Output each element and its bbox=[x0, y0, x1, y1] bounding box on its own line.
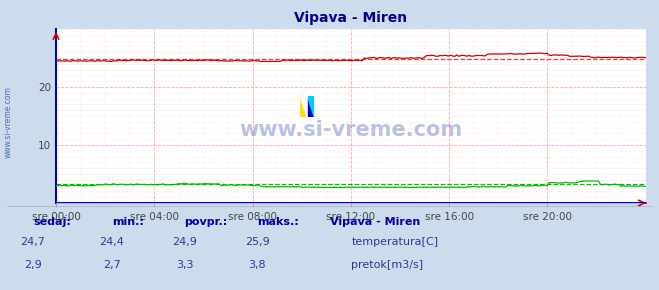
Text: 24,9: 24,9 bbox=[172, 237, 197, 247]
Text: www.si-vreme.com: www.si-vreme.com bbox=[3, 86, 13, 158]
Text: 3,3: 3,3 bbox=[176, 260, 193, 270]
Title: Vipava - Miren: Vipava - Miren bbox=[295, 11, 407, 25]
Text: 25,9: 25,9 bbox=[244, 237, 270, 247]
Text: www.si-vreme.com: www.si-vreme.com bbox=[239, 120, 463, 140]
Bar bbox=[307, 96, 314, 117]
Text: Vipava - Miren: Vipava - Miren bbox=[330, 217, 420, 227]
Polygon shape bbox=[300, 96, 307, 117]
Bar bbox=[300, 96, 307, 117]
Text: povpr.:: povpr.: bbox=[185, 217, 228, 227]
Text: 2,9: 2,9 bbox=[24, 260, 42, 270]
Text: sedaj:: sedaj: bbox=[33, 217, 71, 227]
Text: maks.:: maks.: bbox=[257, 217, 299, 227]
Polygon shape bbox=[307, 96, 314, 117]
Text: pretok[m3/s]: pretok[m3/s] bbox=[351, 260, 423, 270]
Text: min.:: min.: bbox=[112, 217, 144, 227]
Text: 2,7: 2,7 bbox=[103, 260, 121, 270]
Text: 3,8: 3,8 bbox=[248, 260, 266, 270]
Text: 24,7: 24,7 bbox=[20, 237, 45, 247]
Text: temperatura[C]: temperatura[C] bbox=[351, 237, 438, 247]
Text: 24,4: 24,4 bbox=[100, 237, 125, 247]
